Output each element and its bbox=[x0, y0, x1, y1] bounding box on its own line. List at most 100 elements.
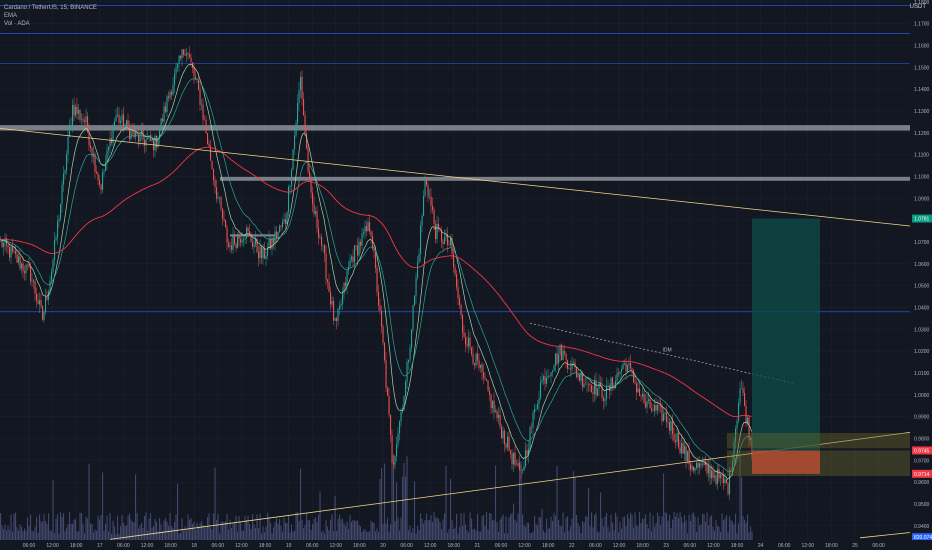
candle-body bbox=[727, 483, 729, 495]
candle-body bbox=[490, 394, 492, 409]
volume-bar bbox=[732, 521, 734, 540]
candle-body bbox=[408, 359, 410, 363]
volume-bar bbox=[79, 512, 81, 540]
candle-body bbox=[402, 410, 404, 412]
candle-body bbox=[294, 135, 296, 150]
candle-body bbox=[63, 173, 65, 185]
volume-bar bbox=[138, 528, 140, 540]
candle-body bbox=[334, 318, 336, 321]
candle-body bbox=[520, 470, 522, 471]
volume-bar bbox=[199, 523, 201, 540]
volume-bar bbox=[577, 523, 579, 540]
time-tick-label: 06:00 bbox=[872, 543, 885, 549]
volume-bar bbox=[718, 526, 720, 540]
volume-bar bbox=[120, 526, 122, 540]
volume-bar bbox=[192, 523, 194, 540]
time-tick-label: 06:00 bbox=[778, 543, 791, 549]
candle-body bbox=[141, 130, 143, 134]
volume-bar bbox=[670, 528, 672, 540]
candle-body bbox=[159, 129, 161, 140]
volume-bar bbox=[591, 512, 593, 540]
volume-bar bbox=[238, 516, 240, 540]
volume-bar bbox=[253, 524, 255, 540]
candle-body bbox=[691, 466, 693, 470]
candle-body bbox=[228, 242, 230, 247]
price-tick-label: 1.1000 bbox=[914, 174, 930, 180]
volume-indicator-label[interactable]: Vol · ADA bbox=[4, 21, 30, 27]
candle-body bbox=[52, 259, 54, 272]
volume-bar bbox=[54, 533, 56, 540]
candle-body bbox=[76, 106, 78, 114]
candle-body bbox=[667, 421, 669, 423]
candle-body bbox=[475, 353, 477, 366]
volume-price-tag-text: 820.074 bbox=[914, 535, 932, 541]
candle-body bbox=[447, 234, 449, 245]
candle-body bbox=[88, 131, 90, 146]
volume-bar bbox=[336, 531, 338, 540]
volume-bar bbox=[196, 522, 198, 540]
volume-bar bbox=[508, 517, 510, 540]
volume-bar bbox=[84, 533, 86, 540]
volume-bar bbox=[337, 518, 339, 540]
volume-bar bbox=[241, 530, 243, 540]
candle-body bbox=[376, 267, 378, 292]
currency-label[interactable]: USDT bbox=[909, 4, 926, 10]
candle-body bbox=[150, 135, 152, 141]
candle-body bbox=[720, 474, 722, 479]
volume-bar bbox=[295, 512, 297, 540]
candle-body bbox=[229, 245, 231, 247]
candle-body bbox=[64, 170, 66, 174]
candle-body bbox=[75, 106, 77, 116]
candle-body bbox=[537, 404, 539, 410]
candle-body bbox=[589, 384, 591, 386]
volume-bar bbox=[310, 529, 312, 540]
candle-body bbox=[69, 127, 71, 137]
volume-bar bbox=[442, 519, 444, 540]
volume-bar bbox=[298, 521, 300, 540]
candle-body bbox=[744, 392, 746, 406]
time-tick-label: 18:00 bbox=[825, 543, 838, 549]
candle-body bbox=[637, 388, 639, 393]
candle-body bbox=[448, 244, 450, 246]
volume-bar bbox=[96, 530, 98, 540]
candle-body bbox=[217, 197, 219, 199]
candle-body bbox=[525, 450, 527, 467]
candle-body bbox=[61, 184, 63, 204]
volume-bar bbox=[691, 513, 693, 540]
candle-body bbox=[237, 236, 239, 249]
candle-body bbox=[54, 240, 56, 260]
candle-body bbox=[516, 465, 518, 466]
candle-body bbox=[342, 293, 344, 305]
volume-bar bbox=[169, 513, 171, 540]
time-axis[interactable]: 06:00 12:00 18:00 17 06:00 12:00 18:00 18 06:00 1… bbox=[0, 540, 932, 550]
symbol-title[interactable]: Cardano / TetherUS, 15, BINANCE bbox=[4, 5, 97, 11]
candle-body bbox=[717, 469, 719, 485]
ema-indicator-label[interactable]: EMA bbox=[4, 13, 18, 19]
candle-body bbox=[135, 131, 137, 138]
candle-body bbox=[679, 447, 681, 454]
volume-bar bbox=[148, 518, 150, 540]
volume-bar bbox=[412, 528, 414, 540]
candle-body bbox=[358, 241, 360, 256]
volume-bar bbox=[729, 516, 731, 540]
volume-bar bbox=[745, 522, 747, 540]
candle-body bbox=[528, 448, 530, 455]
volume-bar bbox=[288, 515, 290, 540]
price-tick-label: 0.9700 bbox=[914, 458, 930, 464]
candle-body bbox=[496, 410, 498, 419]
time-tick-label: 06:00 bbox=[306, 543, 319, 549]
candle-body bbox=[214, 180, 216, 188]
candle-body bbox=[522, 470, 524, 471]
candle-body bbox=[48, 291, 50, 300]
target-zone bbox=[752, 218, 820, 451]
candle-body bbox=[226, 227, 228, 243]
volume-bar bbox=[609, 531, 611, 540]
candle-body bbox=[628, 363, 630, 366]
candle-body bbox=[526, 450, 528, 455]
candle-body bbox=[100, 184, 102, 190]
long-position-tool[interactable] bbox=[727, 218, 910, 477]
volume-bar bbox=[687, 533, 689, 540]
price-axis[interactable]: 1.1800 1.1700 1.1600 1.1500 1.1400 1.1300 1.12… bbox=[910, 0, 932, 550]
candle-body bbox=[163, 106, 165, 122]
